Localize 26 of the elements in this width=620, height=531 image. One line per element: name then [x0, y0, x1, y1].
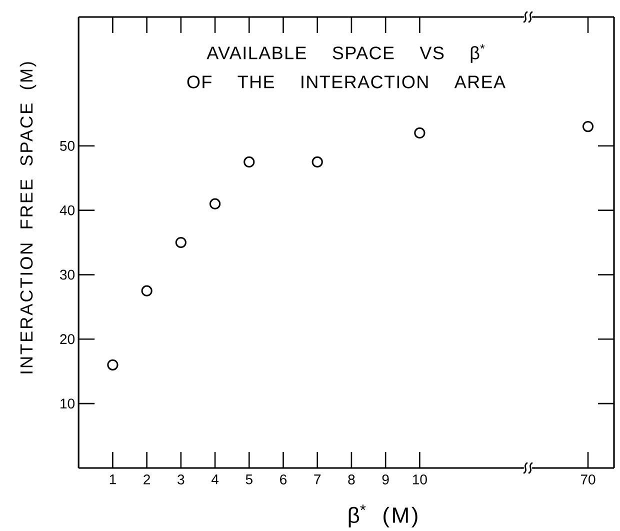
x-tick-label: 9: [382, 474, 389, 484]
point: [175, 236, 186, 248]
y-tick-label: 30: [60, 270, 75, 280]
y-tick-label: 50: [60, 140, 75, 151]
x-tick-label: 10: [412, 474, 427, 484]
point: [141, 285, 152, 296]
x-tick-label: 5: [246, 474, 252, 484]
point: [414, 127, 426, 139]
point: [312, 156, 323, 168]
chart-title: AVAILABLE SPACE VS β$^{*}$ OF THE INTERACTION AREA: [187, 44, 506, 88]
x-tick-label: 2: [144, 474, 150, 484]
y-tick-label: 40: [60, 205, 75, 216]
point: [209, 198, 221, 210]
x-tick-label: 7: [314, 474, 321, 484]
x-tick-label: 70: [580, 474, 596, 484]
x-tick-label: 3: [178, 474, 184, 484]
x-tick-label: 4: [211, 474, 219, 484]
y-axis-title: INTERACTION FREE SPACE (M): [20, 62, 36, 374]
y-tick-label: 10: [60, 398, 75, 409]
x-tick-label: 6: [280, 474, 287, 484]
point: [244, 156, 255, 168]
point: [107, 359, 118, 370]
y-tick-label: 20: [60, 334, 75, 344]
x-axis-title: β$^{*}$ (M): [348, 504, 418, 528]
x-tick-label: 8: [348, 474, 355, 484]
x-tick-label: 1: [110, 474, 116, 484]
